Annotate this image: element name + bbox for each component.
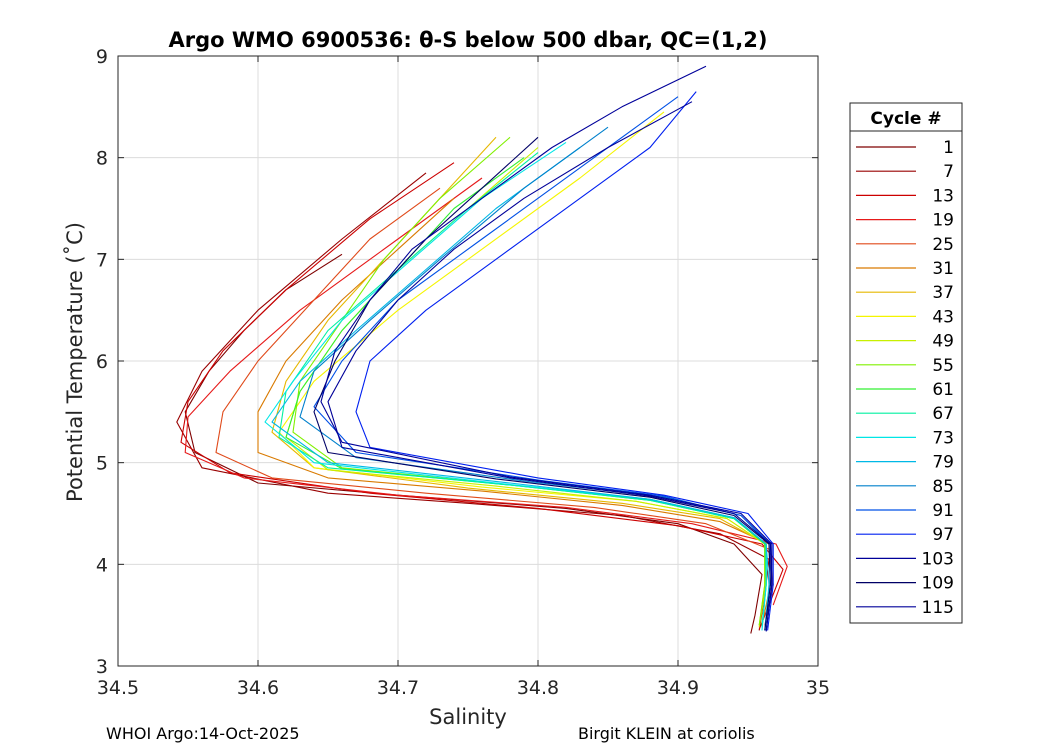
legend-label: 67 xyxy=(932,404,954,424)
legend-label: 7 xyxy=(943,162,954,182)
y-tick-label: 6 xyxy=(96,351,108,373)
x-tick-label: 34.9 xyxy=(657,677,699,699)
legend-label: 103 xyxy=(922,549,954,569)
y-tick-label: 4 xyxy=(96,554,108,576)
footer-right: Birgit KLEIN at coriolis xyxy=(578,724,755,743)
series-line-cycle-1 xyxy=(184,253,763,634)
legend: Cycle #1 7 13 19 25 31 37 43 49 55 61 67 73 79 85 91 97 1… xyxy=(849,102,963,624)
legend-label: 61 xyxy=(932,380,954,400)
legend-label: 55 xyxy=(932,356,954,376)
series-line-cycle-19 xyxy=(184,177,788,606)
legend-label: 19 xyxy=(932,211,954,231)
legend-label: 97 xyxy=(932,525,954,545)
x-tick-label: 34.8 xyxy=(517,677,559,699)
series-line-cycle-115 xyxy=(320,65,773,632)
legend-label: 37 xyxy=(932,283,954,303)
tick-labels: 34.5 34.6 34.7 34.8 34.9 35 3 4 5 6 7 8 9 xyxy=(96,46,830,699)
y-tick-label: 7 xyxy=(96,249,108,271)
legend-label: 1 xyxy=(943,138,954,158)
x-tick-label: 34.6 xyxy=(237,677,279,699)
y-tick-label: 9 xyxy=(96,46,108,68)
series-line-cycle-79 xyxy=(271,147,770,631)
legend-box xyxy=(849,102,963,624)
legend-label: 49 xyxy=(932,332,954,352)
legend-label: 109 xyxy=(922,574,954,594)
x-axis-label: Salinity xyxy=(429,705,507,729)
chart-title: Argo WMO 6900536: θ-S below 500 dbar, QC… xyxy=(169,28,768,52)
legend-label: 85 xyxy=(932,477,954,497)
y-axis-label: Potential Temperature (˚C) xyxy=(63,222,87,502)
legend-label: 31 xyxy=(932,259,954,279)
legend-label: 25 xyxy=(932,235,954,255)
legend-label: 73 xyxy=(932,428,954,448)
legend-label: 91 xyxy=(932,501,954,521)
footer-left: WHOI Argo:14-Oct-2025 xyxy=(106,724,300,743)
y-tick-label: 8 xyxy=(96,148,108,170)
y-tick-label: 3 xyxy=(96,656,108,678)
x-tick-label: 34.7 xyxy=(377,677,419,699)
legend-label: 79 xyxy=(932,453,954,473)
x-tick-label: 35 xyxy=(806,677,830,699)
series-line-cycle-103 xyxy=(327,101,773,631)
legend-label: 115 xyxy=(922,598,954,618)
series-group xyxy=(176,65,788,634)
series-line-cycle-13 xyxy=(180,162,784,630)
legend-label: 13 xyxy=(932,186,954,206)
legend-title: Cycle # xyxy=(870,109,941,129)
y-tick-label: 5 xyxy=(96,453,108,475)
legend-label: 43 xyxy=(932,307,954,327)
series-line-cycle-97 xyxy=(355,91,774,631)
x-tick-label: 34.5 xyxy=(97,677,139,699)
